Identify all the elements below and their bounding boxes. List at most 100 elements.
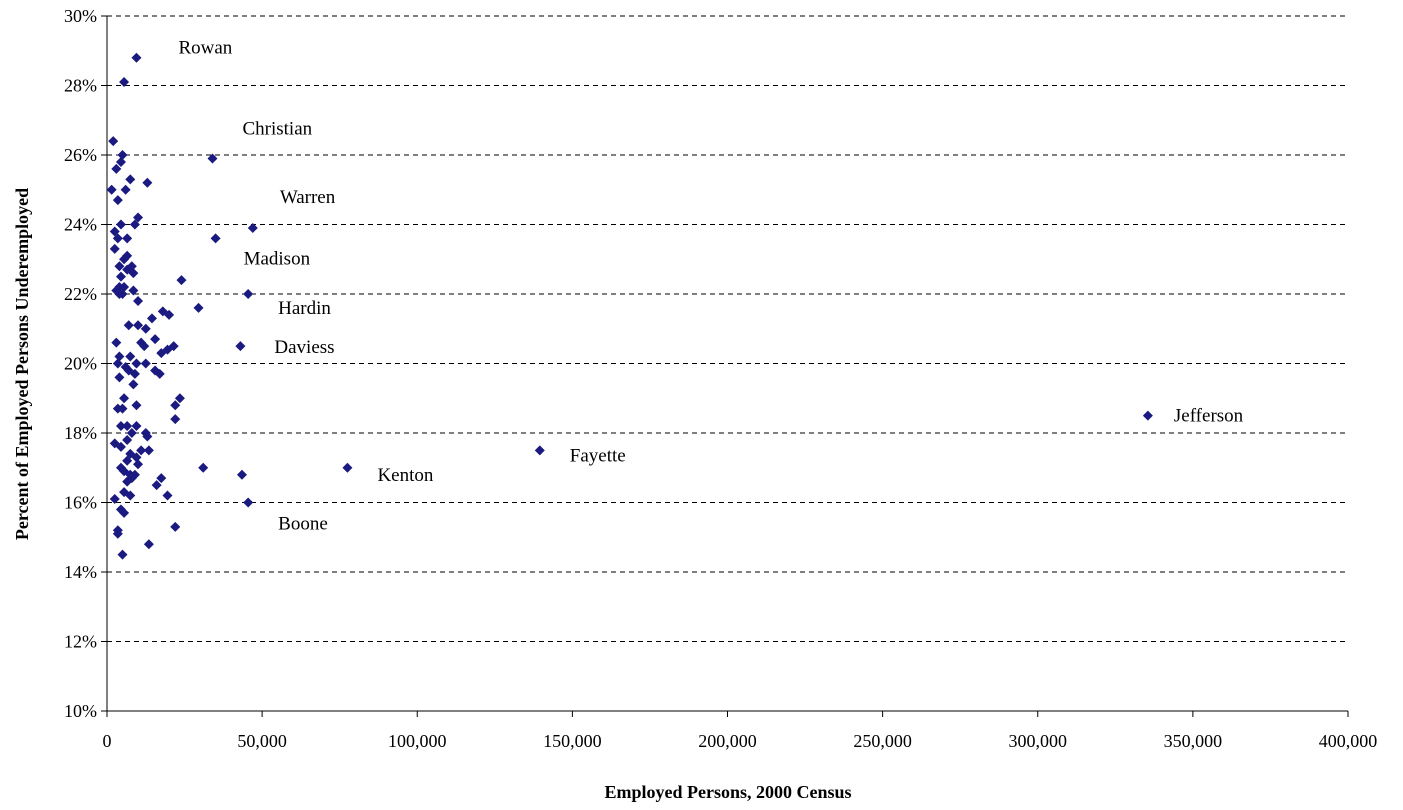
data-point — [125, 351, 136, 362]
data-point — [117, 150, 128, 160]
data-point — [126, 428, 137, 438]
x-tick-label: 300,000 — [1009, 731, 1068, 751]
data-point — [140, 358, 151, 369]
data-point — [106, 184, 117, 195]
data-point — [119, 507, 130, 518]
data-point — [154, 368, 165, 379]
data-point — [115, 421, 126, 432]
x-tick-label: 0 — [103, 731, 112, 751]
data-point — [164, 309, 175, 320]
data-point — [114, 261, 125, 272]
data-points — [106, 52, 1153, 560]
data-point — [122, 250, 133, 261]
data-point — [122, 264, 133, 275]
data-point — [115, 156, 126, 167]
data-point — [143, 445, 154, 456]
x-tick-label: 350,000 — [1164, 731, 1223, 751]
data-point — [235, 341, 246, 352]
data-point — [112, 195, 123, 206]
y-tick-label: 26% — [64, 145, 97, 165]
data-point — [193, 302, 204, 313]
point-label: Hardin — [278, 298, 331, 319]
data-point — [115, 219, 126, 230]
data-point — [156, 348, 167, 359]
point-label: Warren — [280, 187, 336, 208]
data-point — [125, 490, 136, 501]
data-point — [131, 421, 142, 432]
data-point — [114, 372, 125, 383]
data-point — [131, 358, 142, 369]
data-point — [114, 351, 125, 362]
point-label: Christian — [242, 118, 312, 139]
data-point — [243, 497, 254, 508]
data-point — [109, 243, 120, 254]
data-point — [122, 476, 133, 487]
data-point — [174, 393, 185, 404]
data-point — [139, 341, 150, 352]
y-tick-label: 24% — [64, 215, 97, 235]
data-point — [112, 358, 123, 369]
data-point — [342, 462, 353, 473]
x-tick-label: 200,000 — [698, 731, 757, 751]
data-point — [128, 379, 139, 390]
data-point — [133, 459, 144, 470]
data-point — [122, 421, 133, 432]
x-tick-label: 400,000 — [1319, 731, 1378, 751]
x-tick-labels: 0 50,000 100,000 150,000 200,000 250,000 300,0… — [103, 731, 1378, 751]
point-label: Boone — [278, 514, 328, 535]
data-point — [129, 219, 140, 230]
y-tick-label: 12% — [64, 632, 97, 652]
point-label: Jefferson — [1174, 406, 1244, 427]
data-point — [123, 320, 134, 331]
data-point — [133, 320, 144, 331]
data-point — [112, 233, 123, 244]
data-point — [162, 490, 173, 501]
data-point — [131, 400, 142, 411]
data-point — [119, 393, 130, 404]
data-point — [112, 528, 123, 539]
x-axis-title: Employed Persons, 2000 Census — [604, 782, 851, 802]
x-tick-label: 100,000 — [388, 731, 447, 751]
y-tick-label: 28% — [64, 76, 97, 96]
y-tick-label: 30% — [64, 6, 97, 26]
data-point — [120, 361, 131, 372]
data-point — [247, 222, 258, 233]
data-point — [109, 226, 120, 237]
data-point — [122, 455, 133, 466]
data-point — [156, 473, 167, 484]
y-tick-label: 20% — [64, 354, 97, 374]
data-point — [243, 289, 254, 299]
y-axis-title: Percent of Employed Persons Underemploye… — [12, 188, 32, 540]
data-point — [136, 445, 147, 456]
y-tick-label: 14% — [64, 562, 97, 582]
data-point — [176, 275, 187, 286]
data-point — [119, 282, 130, 293]
data-point — [236, 469, 247, 480]
data-point — [119, 77, 130, 88]
data-point — [108, 136, 119, 147]
point-label: Kenton — [377, 465, 433, 486]
data-point — [143, 539, 154, 550]
data-point — [111, 163, 122, 174]
data-point — [114, 289, 125, 299]
point-label: Madison — [244, 248, 311, 269]
y-tick-label: 18% — [64, 423, 97, 443]
y-tick-label: 16% — [64, 493, 97, 513]
y-tick-labels: 10% 12% 14% 16% 18% 20% 22% 24% 26% 28% 30% — [64, 6, 97, 721]
data-point — [534, 445, 545, 456]
data-point — [210, 233, 221, 244]
data-point — [207, 153, 218, 164]
point-labels: Rowan Christian Warren Madison Hardin Daviess… — [178, 38, 1243, 535]
data-point — [146, 313, 157, 324]
axes — [106, 16, 1348, 712]
data-point — [133, 295, 144, 306]
data-point — [111, 337, 122, 348]
data-point — [109, 494, 120, 505]
x-tick-label: 50,000 — [237, 731, 287, 751]
point-label: Daviess — [274, 337, 334, 358]
data-point — [115, 441, 126, 452]
x-tick-label: 150,000 — [543, 731, 602, 751]
data-point — [120, 184, 131, 195]
data-point — [117, 403, 128, 414]
